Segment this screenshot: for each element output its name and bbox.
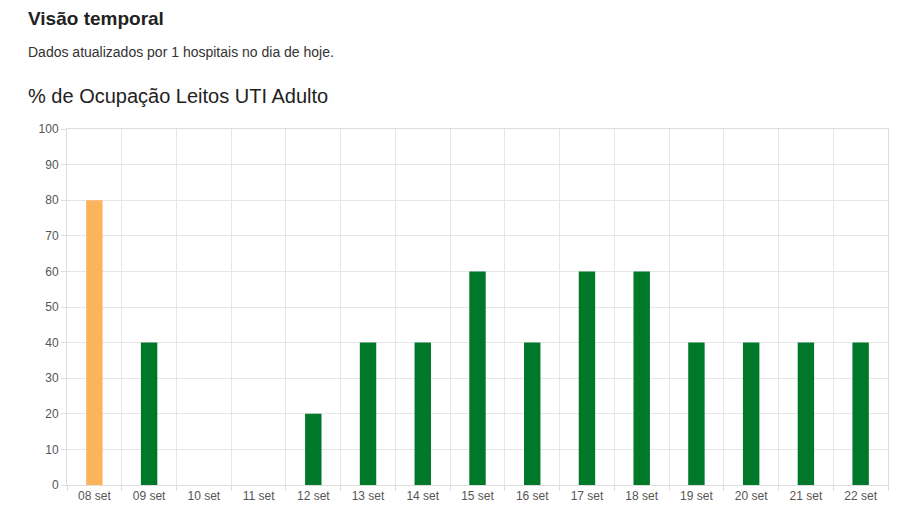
svg-text:22 set: 22 set (844, 489, 877, 503)
html-text:Visão temporal: Visão temporal (28, 8, 164, 29)
svg-text:10: 10 (45, 443, 59, 457)
svg-text:21 set: 21 set (790, 489, 823, 503)
html-text:% de Ocupação Leitos UTI Adult: % de Ocupação Leitos UTI Adulto (28, 85, 329, 107)
svg-text:11 set: 11 set (243, 489, 275, 503)
svg-text:09 set: 09 set (133, 489, 166, 503)
svg-text:13 set: 13 set (352, 489, 385, 503)
svg-text:100: 100 (39, 122, 59, 136)
svg-text:17 set: 17 set (571, 489, 604, 503)
html-text:Dados atualizados por 1 hospit: Dados atualizados por 1 hospitais no dia… (28, 44, 334, 60)
svg-text:20 set: 20 set (735, 489, 768, 503)
svg-text:19 set: 19 set (680, 489, 713, 503)
svg-text:40: 40 (45, 336, 59, 350)
svg-text:12 set: 12 set (297, 489, 330, 503)
svg-text:15 set: 15 set (461, 489, 494, 503)
svg-text:20: 20 (45, 407, 59, 421)
svg-text:14 set: 14 set (406, 489, 439, 503)
svg-text:80: 80 (45, 193, 59, 207)
svg-text:08 set: 08 set (78, 489, 111, 503)
svg-text:70: 70 (45, 229, 59, 243)
svg-text:30: 30 (45, 371, 59, 385)
svg-text:18 set: 18 set (625, 489, 658, 503)
svg-text:50: 50 (45, 300, 59, 314)
svg-text:10 set: 10 set (187, 489, 220, 503)
svg-text:0: 0 (52, 478, 59, 492)
svg-text:90: 90 (45, 158, 59, 172)
svg-text:16 set: 16 set (516, 489, 549, 503)
svg-text:60: 60 (45, 265, 59, 279)
